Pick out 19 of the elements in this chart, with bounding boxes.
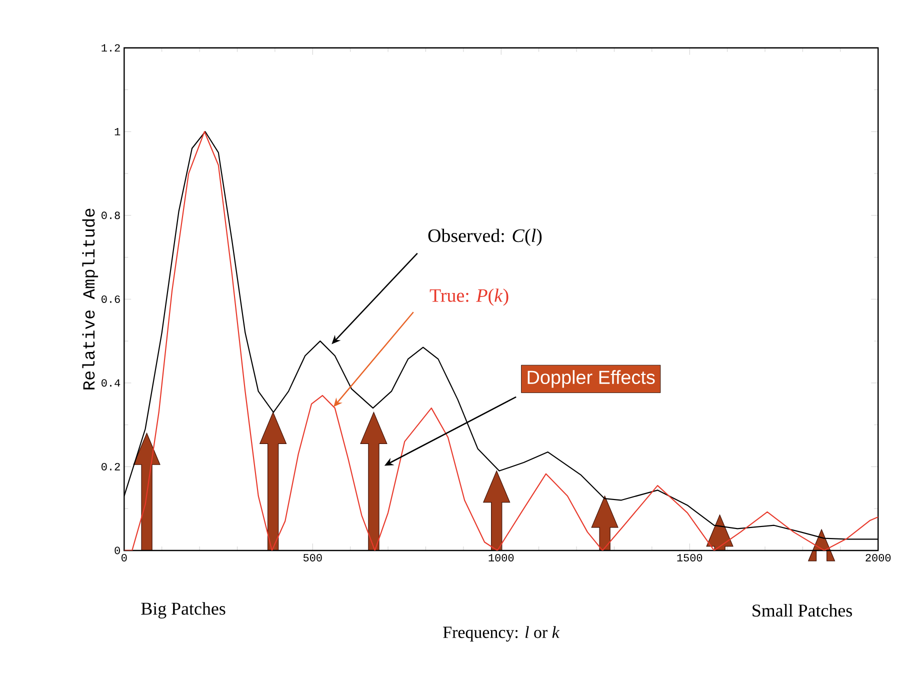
y-tick-label: 1	[114, 128, 120, 136]
annotation: True: P(k)	[430, 288, 508, 306]
text: Small Patches	[752, 604, 852, 617]
x-tick-label: 1000	[488, 554, 514, 562]
annotation: Doppler Effects	[528, 370, 655, 388]
y-tick-label: 0.8	[102, 212, 120, 220]
y-axis-title: Relative Amplitude	[82, 208, 98, 390]
x-tick-label: 0	[122, 554, 127, 562]
x-tick-label: 500	[303, 554, 322, 562]
y-tick-label: 0	[114, 546, 120, 554]
annotation: Observed: C(l)	[428, 228, 542, 246]
y-tick-label: 0.4	[102, 379, 120, 387]
y-tick-label: 0.2	[102, 462, 120, 470]
x-tick-label: 1500	[677, 554, 702, 562]
x-tick-label: 2000	[866, 554, 891, 562]
y-tick-label: 0.6	[102, 295, 120, 303]
x-axis-title: Frequency: l or k	[443, 626, 560, 642]
text: Big Patches	[141, 602, 226, 618]
y-tick-label: 1.2	[102, 44, 120, 52]
